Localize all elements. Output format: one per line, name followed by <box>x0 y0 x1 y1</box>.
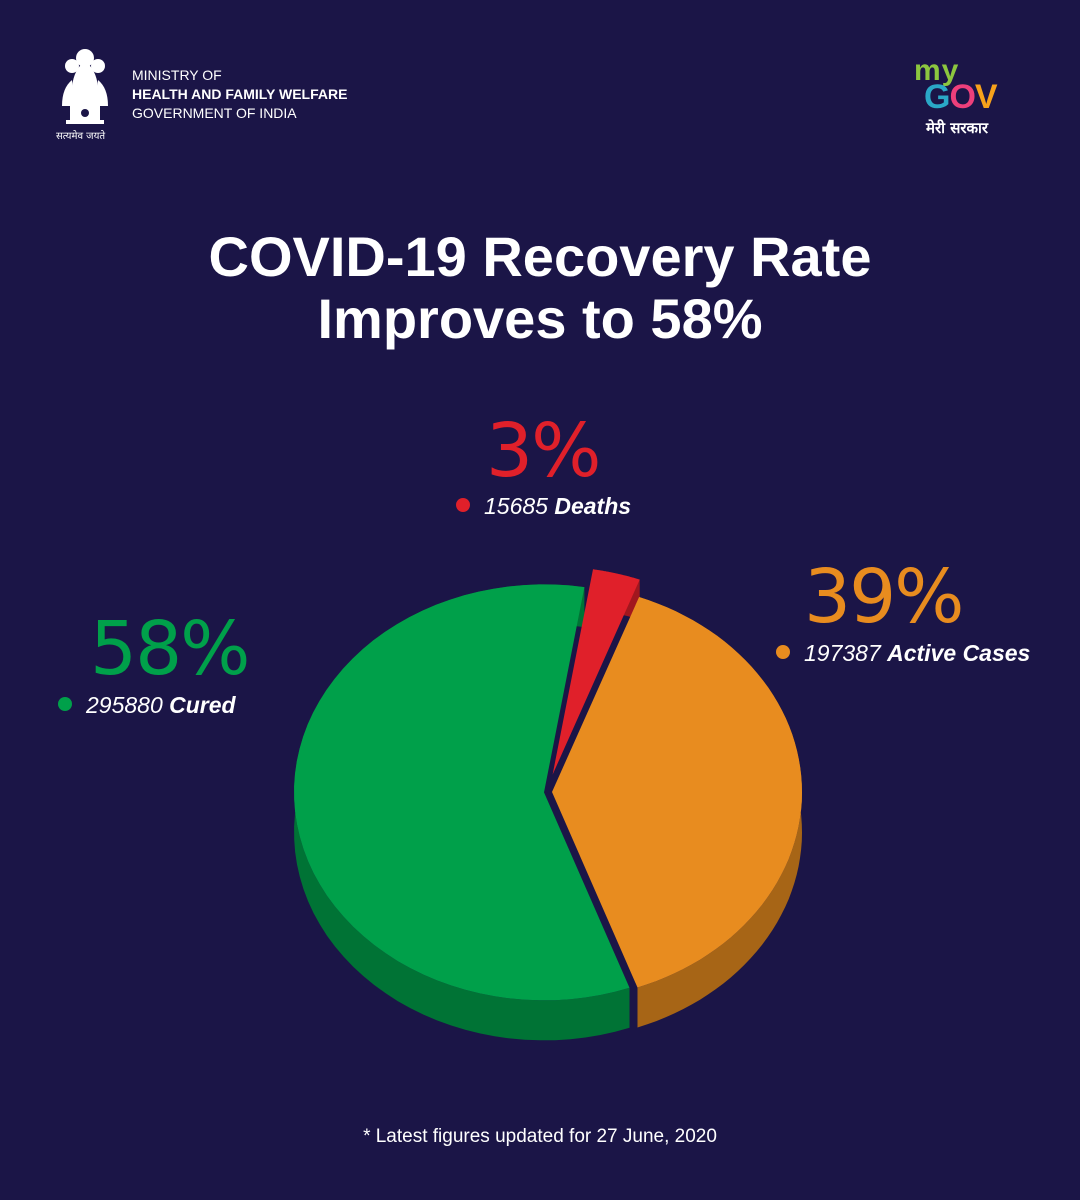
mygov-logo-my: my <box>914 54 960 87</box>
chart-title: COVID-19 Recovery Rate Improves to 58% <box>0 226 1080 350</box>
emblem-caption: सत्यमेव जयते <box>56 131 106 142</box>
active-slice <box>552 597 802 988</box>
cured-slice <box>294 584 630 1001</box>
deaths-legend: 15685 Deaths <box>456 493 631 520</box>
active-percent-label: 39% <box>804 554 964 640</box>
ministry-line-2: HEALTH AND FAMILY WELFARE <box>132 86 348 102</box>
cured-count: 295880 <box>86 692 163 718</box>
logo-letter-v: V <box>974 78 998 116</box>
active-legend: 197387 Active Cases <box>776 640 1030 667</box>
ministry-line-1: MINISTRY OF <box>132 67 222 83</box>
mygov-logo-gov: GOV <box>924 78 998 117</box>
logo-letter-o: O <box>949 78 975 116</box>
chart-title-line-2: Improves to 58% <box>317 287 763 350</box>
chart-title-line-1: COVID-19 Recovery Rate <box>208 225 872 288</box>
cured-legend: 295880 Cured <box>58 692 236 719</box>
ministry-line-3: GOVERNMENT OF INDIA <box>132 105 297 121</box>
cured-legend-dot <box>58 697 72 711</box>
deaths-legend-dot <box>456 498 470 512</box>
deaths-count: 15685 <box>484 493 548 519</box>
ministry-header: सत्यमेव जयते MINISTRY OF HEALTH AND FAMI… <box>52 44 392 144</box>
cured-label: Cured <box>169 692 236 718</box>
footnote: * Latest figures updated for 27 June, 20… <box>363 1126 717 1147</box>
active-count: 197387 <box>804 640 881 666</box>
deaths-label: Deaths <box>554 493 632 519</box>
deaths-percent-label: 3% <box>486 408 601 494</box>
deaths-slice <box>552 569 640 775</box>
logo-letter-g: G <box>924 78 950 116</box>
cured-percent-label: 58% <box>90 606 250 692</box>
active-legend-dot <box>776 645 790 659</box>
mygov-logo: my GOV मेरी सरकार <box>910 54 1030 146</box>
ministry-name: MINISTRY OF HEALTH AND FAMILY WELFARE GO… <box>132 66 347 123</box>
mygov-tagline: मेरी सरकार <box>926 119 989 137</box>
active-label: Active Cases <box>887 640 1031 666</box>
national-emblem-icon <box>62 49 108 124</box>
